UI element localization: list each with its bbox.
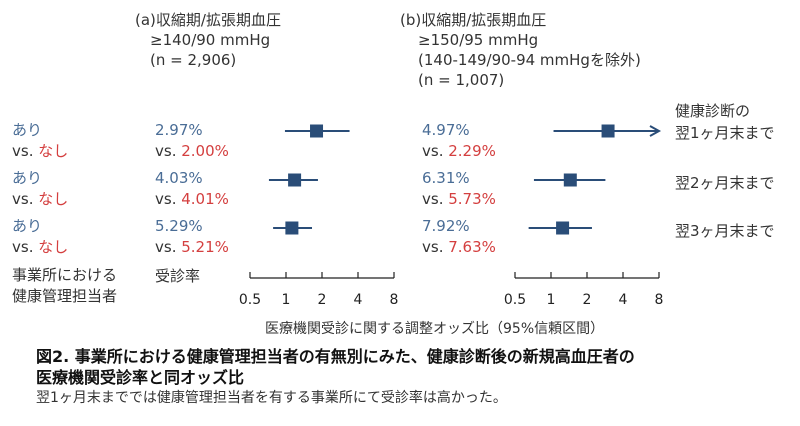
rate-header: 受診率 bbox=[155, 267, 201, 285]
rate-yes: 4.03% bbox=[155, 169, 203, 187]
row-label-vs: vs. bbox=[12, 142, 39, 160]
x-tick-label: 8 bbox=[655, 292, 664, 308]
rate-no: 2.00% bbox=[181, 142, 229, 160]
x-tick-label: 2 bbox=[318, 292, 327, 308]
odds-ratio-marker bbox=[556, 221, 570, 235]
rate-yes: 6.31% bbox=[422, 169, 470, 187]
panel-a-header-line1: (a)収縮期/拡張期血圧 bbox=[135, 11, 281, 29]
panel-a-header-line2: ≥140/90 mmHg bbox=[150, 31, 271, 49]
x-tick-label: 0.5 bbox=[239, 292, 261, 308]
rate-yes: 5.29% bbox=[155, 217, 203, 235]
panel-b-rate-2: 6.31% vs. 5.73% bbox=[422, 168, 496, 210]
row-label-vs: vs. bbox=[12, 238, 39, 256]
x-axis-title: 医療機関受診に関する調整オッズ比（95%信頼区間） bbox=[265, 321, 605, 337]
caption-title-line2: 医療機関受診率と同オッズ比 bbox=[36, 368, 245, 387]
figure-caption: 図2. 事業所における健康管理担当者の有無別にみた、健康診断後の新規高血圧者の … bbox=[36, 346, 635, 409]
rate-vs: vs. bbox=[155, 238, 182, 256]
panel-b-rate-3: 7.92% vs. 7.63% bbox=[422, 216, 496, 258]
odds-ratio-marker bbox=[310, 124, 324, 138]
panel-a-rate-2: 4.03% vs. 4.01% bbox=[155, 168, 229, 210]
x-tick-label: 8 bbox=[390, 292, 399, 308]
rate-vs: vs. bbox=[422, 238, 449, 256]
rate-no: 5.21% bbox=[181, 238, 229, 256]
row-label-no: なし bbox=[38, 142, 69, 160]
panel-a-header-line3: (n = 2,906) bbox=[150, 51, 237, 69]
rate-vs: vs. bbox=[155, 190, 182, 208]
x-tick-label: 1 bbox=[547, 292, 556, 308]
panel-b-rate-1: 4.97% vs. 2.29% bbox=[422, 120, 496, 162]
panel-a-header: (a)収縮期/拡張期血圧 ≥140/90 mmHg (n = 2,906) bbox=[135, 10, 281, 70]
odds-ratio-marker bbox=[285, 221, 299, 235]
right-label-2: 翌2ヶ月末まで bbox=[675, 174, 775, 192]
rate-yes: 2.97% bbox=[155, 121, 203, 139]
odds-ratio-marker bbox=[563, 173, 577, 187]
rate-vs: vs. bbox=[422, 142, 449, 160]
caption-subtitle: 翌1ヶ月末まででは健康管理担当者を有する事業所にて受診率は高かった。 bbox=[36, 390, 507, 406]
row-label-yes: あり bbox=[12, 121, 43, 139]
panel-b-header-line3: (140-149/90-94 mmHgを除外) bbox=[418, 51, 641, 69]
rate-no: 7.63% bbox=[448, 238, 496, 256]
rate-no: 2.29% bbox=[448, 142, 496, 160]
rate-vs: vs. bbox=[155, 142, 182, 160]
rate-no: 5.73% bbox=[448, 190, 496, 208]
rate-no: 4.01% bbox=[181, 190, 229, 208]
row-label-1: あり vs. なし bbox=[12, 120, 68, 162]
x-tick-label: 0.5 bbox=[504, 292, 526, 308]
odds-ratio-marker bbox=[601, 124, 615, 138]
panel-a-rate-1: 2.97% vs. 2.00% bbox=[155, 120, 229, 162]
panel-b-header-line1: (b)収縮期/拡張期血圧 bbox=[400, 11, 547, 29]
odds-ratio-marker bbox=[288, 173, 302, 187]
ci-arrow bbox=[649, 125, 662, 137]
row-label-2: あり vs. なし bbox=[12, 168, 68, 210]
x-tick-label: 4 bbox=[354, 292, 363, 308]
right-label-1-line2: 翌1ヶ月末まで bbox=[675, 124, 775, 142]
health-manager-label: 事業所における 健康管理担当者 bbox=[12, 265, 117, 307]
panel-b-header-line4: (n = 1,007) bbox=[418, 71, 505, 89]
row-label-vs: vs. bbox=[12, 190, 39, 208]
panel-a-rate-3: 5.29% vs. 5.21% bbox=[155, 216, 229, 258]
right-label-3: 翌3ヶ月末まで bbox=[675, 222, 775, 240]
row-label-yes: あり bbox=[12, 169, 43, 187]
x-tick-label: 2 bbox=[583, 292, 592, 308]
health-manager-label-line1: 事業所における bbox=[12, 266, 118, 284]
panel-b-header: (b)収縮期/拡張期血圧 ≥150/95 mmHg (140-149/90-94… bbox=[400, 10, 641, 90]
row-label-no: なし bbox=[38, 238, 69, 256]
panel-b-header-line2: ≥150/95 mmHg bbox=[418, 31, 539, 49]
row-label-yes: あり bbox=[12, 217, 43, 235]
right-label-1: 健康診断の 翌1ヶ月末まで bbox=[675, 100, 775, 144]
rate-yes: 7.92% bbox=[422, 217, 470, 235]
row-label-3: あり vs. なし bbox=[12, 216, 68, 258]
right-label-1-line1: 健康診断の bbox=[675, 102, 751, 120]
row-label-no: なし bbox=[38, 190, 69, 208]
health-manager-label-line2: 健康管理担当者 bbox=[12, 287, 118, 305]
rate-vs: vs. bbox=[422, 190, 449, 208]
rate-yes: 4.97% bbox=[422, 121, 470, 139]
x-tick-label: 1 bbox=[282, 292, 291, 308]
x-tick-label: 4 bbox=[619, 292, 628, 308]
caption-title-line1: 図2. 事業所における健康管理担当者の有無別にみた、健康診断後の新規高血圧者の bbox=[36, 347, 635, 366]
